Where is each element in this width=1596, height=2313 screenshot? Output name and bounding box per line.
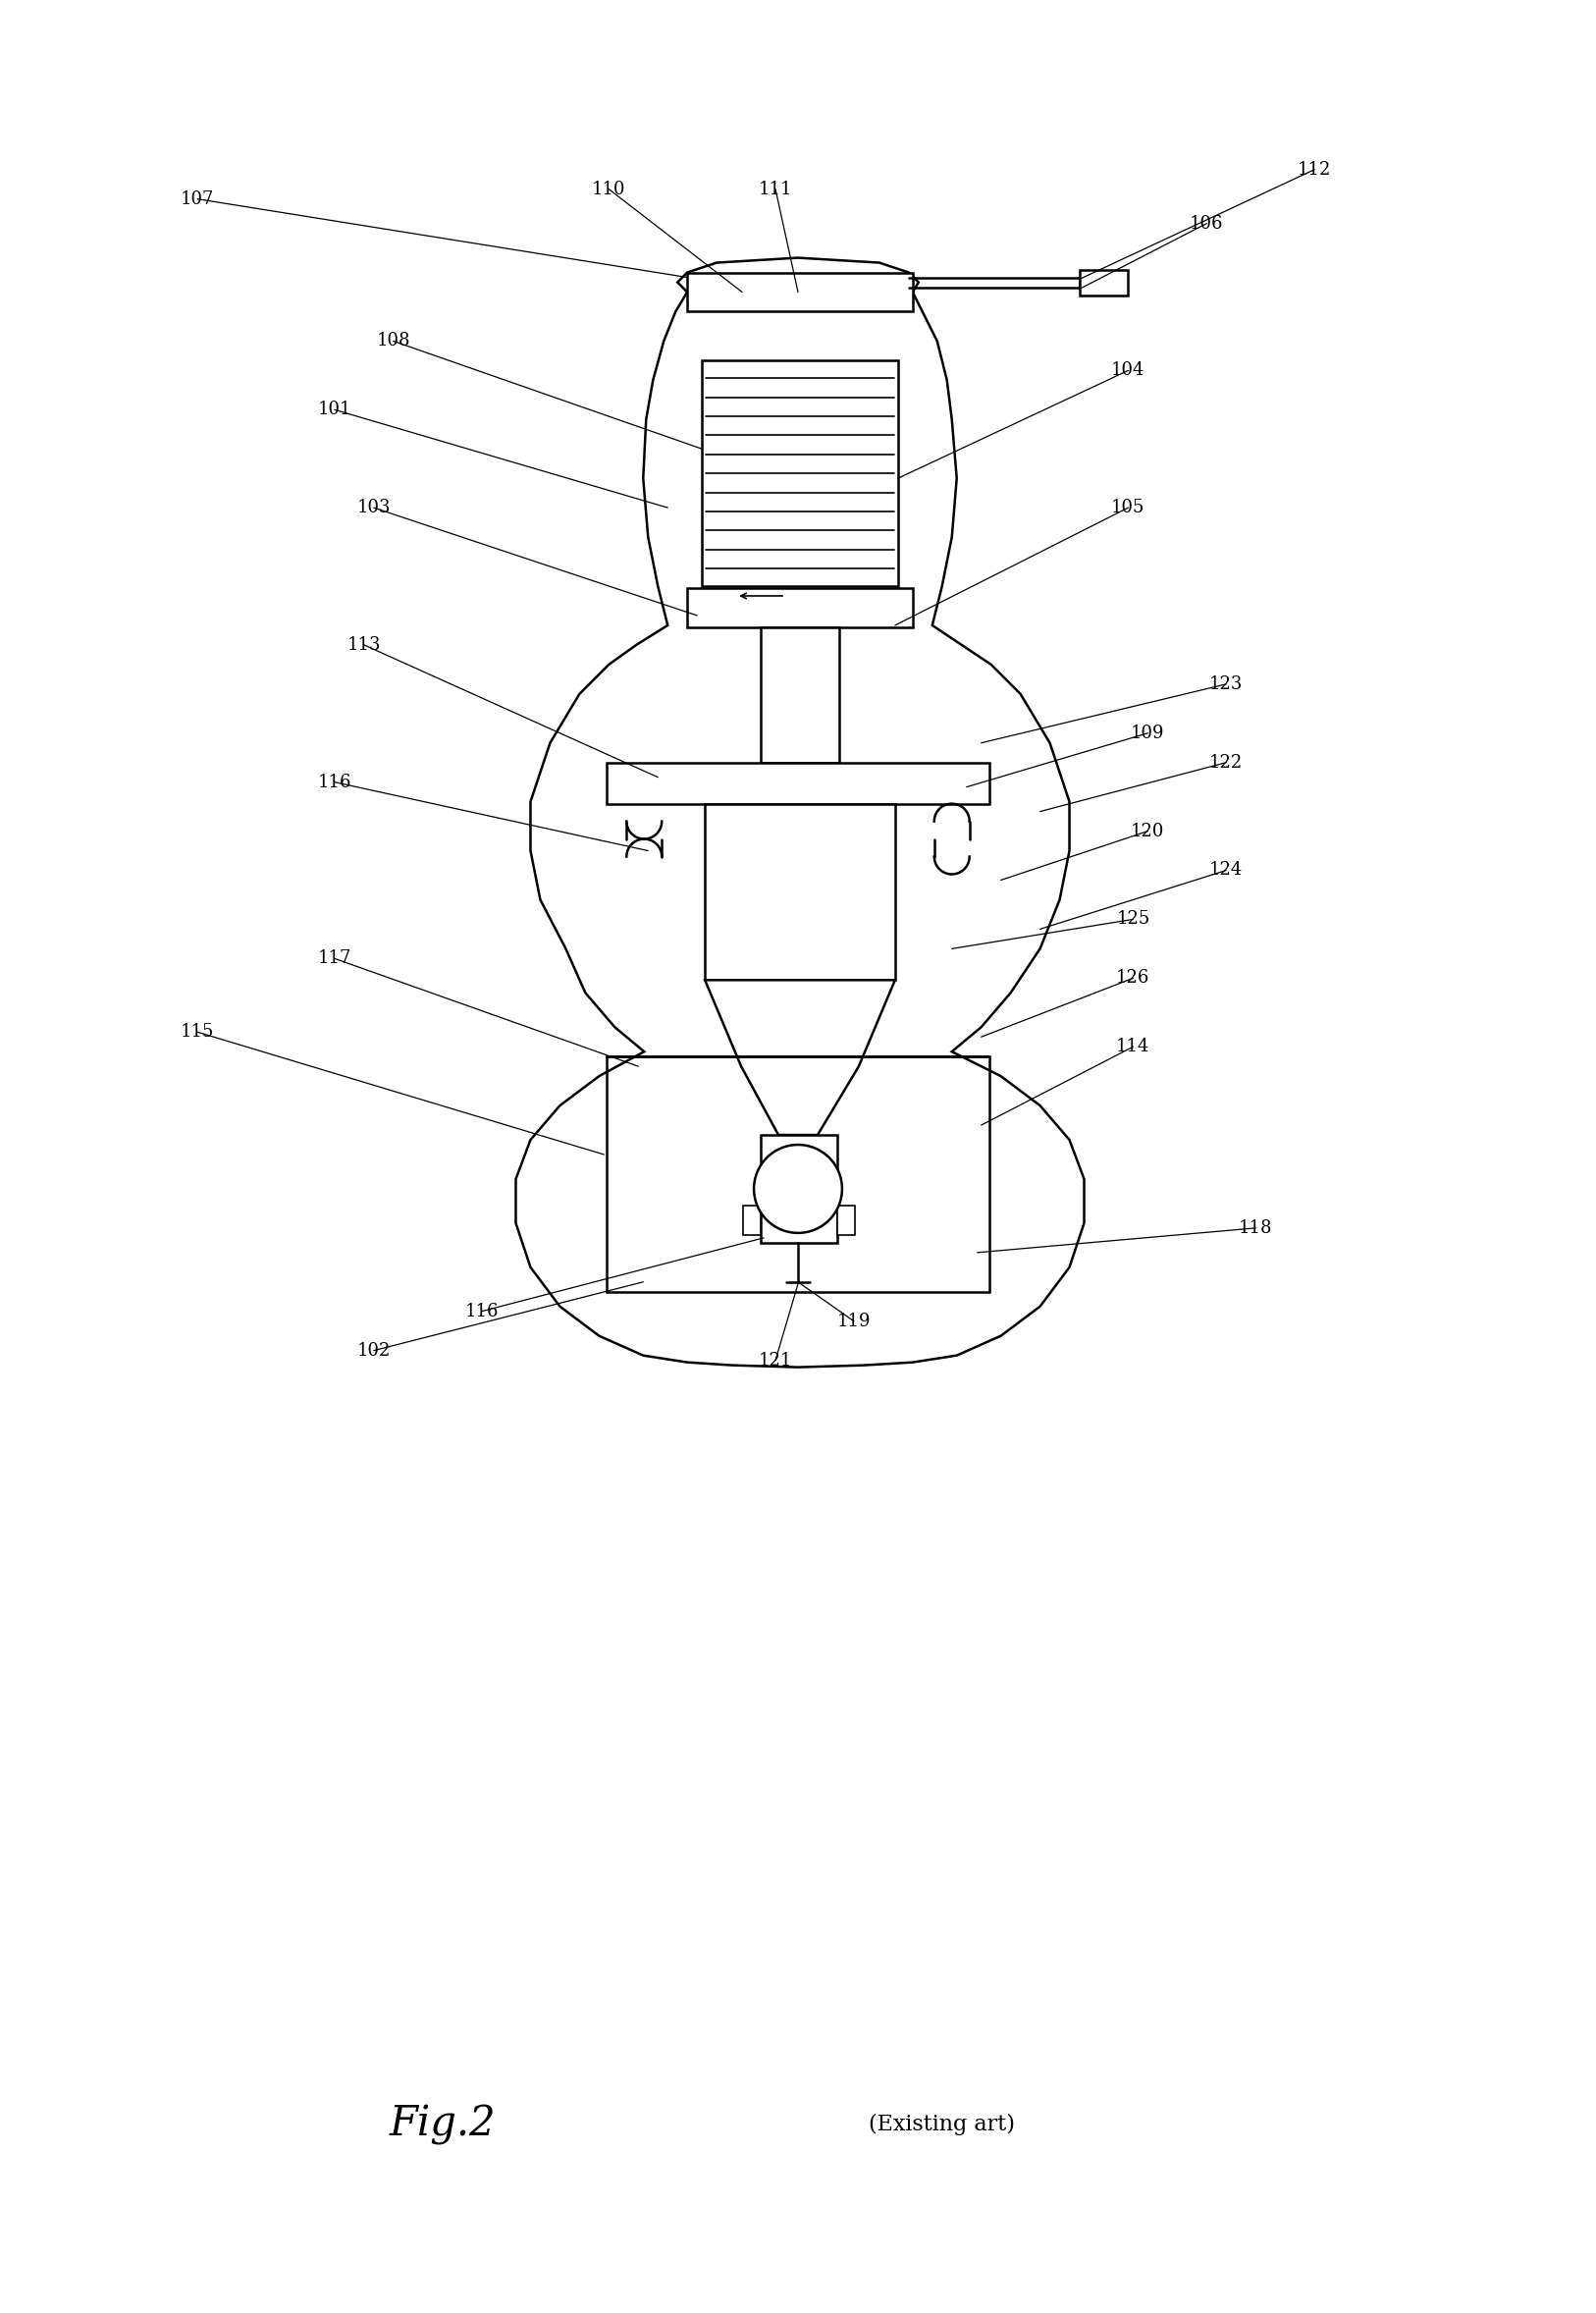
Polygon shape <box>606 763 990 803</box>
Text: 118: 118 <box>1238 1219 1272 1237</box>
Text: 121: 121 <box>758 1351 792 1369</box>
Text: 110: 110 <box>592 180 626 199</box>
Text: 113: 113 <box>346 636 381 655</box>
Polygon shape <box>516 257 1084 1367</box>
Bar <box>761 627 839 763</box>
Text: 125: 125 <box>1116 911 1151 928</box>
Bar <box>838 1205 855 1235</box>
Bar <box>761 1136 838 1242</box>
Text: 114: 114 <box>1116 1039 1151 1055</box>
Bar <box>705 803 895 981</box>
Text: 122: 122 <box>1210 754 1243 770</box>
Text: 104: 104 <box>1111 361 1144 379</box>
Text: 120: 120 <box>1132 823 1165 840</box>
Text: Fig.2: Fig.2 <box>389 2105 496 2146</box>
Bar <box>1079 271 1128 296</box>
Text: 119: 119 <box>836 1311 871 1330</box>
Text: 102: 102 <box>358 1342 391 1360</box>
Text: 103: 103 <box>358 500 391 516</box>
Text: 101: 101 <box>318 400 351 419</box>
Text: 108: 108 <box>377 333 410 349</box>
Text: 116: 116 <box>464 1302 498 1321</box>
Text: 112: 112 <box>1298 160 1331 178</box>
Circle shape <box>753 1145 843 1233</box>
Text: 124: 124 <box>1210 860 1243 879</box>
Text: 123: 123 <box>1210 675 1243 694</box>
Text: 109: 109 <box>1132 724 1165 742</box>
Text: 105: 105 <box>1111 500 1144 516</box>
Text: 106: 106 <box>1189 215 1224 231</box>
Text: 111: 111 <box>758 180 792 199</box>
Polygon shape <box>688 273 913 312</box>
Text: 116: 116 <box>318 773 351 791</box>
Text: 117: 117 <box>318 951 351 967</box>
Polygon shape <box>688 588 913 627</box>
Text: 126: 126 <box>1116 969 1151 988</box>
Text: 115: 115 <box>180 1022 214 1041</box>
Polygon shape <box>705 981 895 1136</box>
Bar <box>702 361 899 585</box>
Bar <box>744 1205 761 1235</box>
Text: 107: 107 <box>180 190 214 208</box>
Text: (Existing art): (Existing art) <box>868 2114 1015 2135</box>
